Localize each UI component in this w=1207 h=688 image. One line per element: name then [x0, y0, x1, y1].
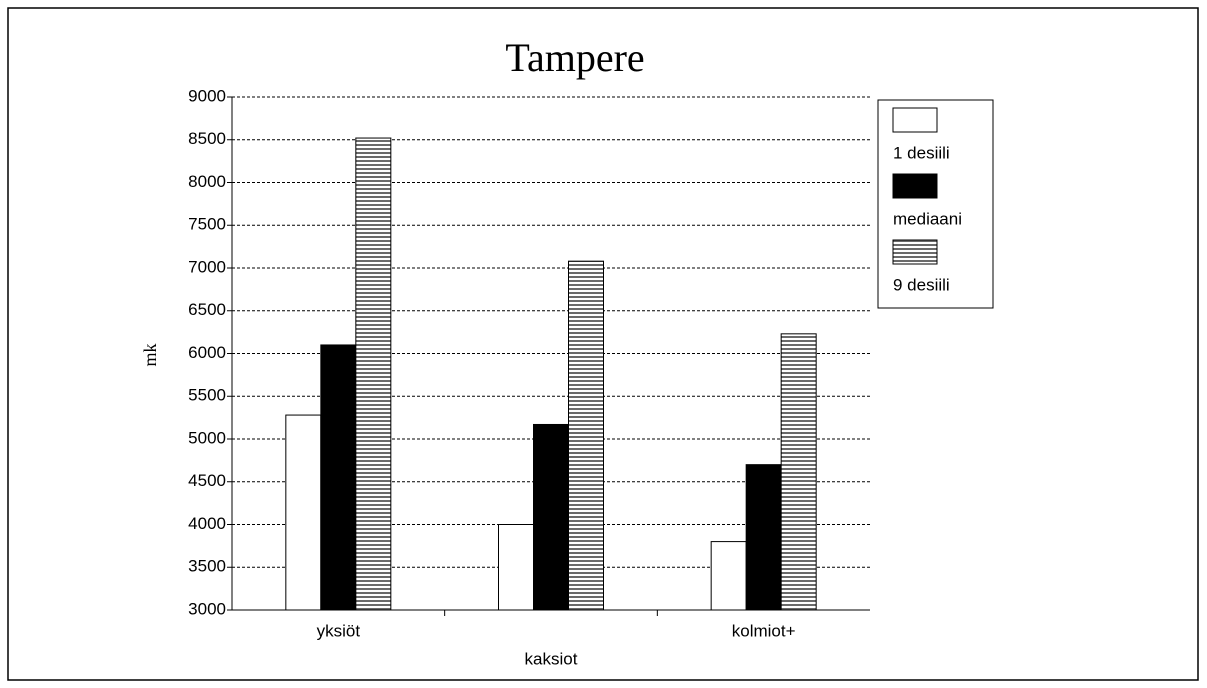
x-tick-label: kaksiot — [525, 649, 578, 668]
bar — [780, 333, 817, 611]
bar — [745, 464, 782, 611]
y-tick-label: 3500 — [188, 557, 226, 576]
legend-label: 9 desiili — [893, 275, 950, 294]
legend-swatch — [892, 173, 938, 199]
y-tick-label: 3000 — [188, 599, 226, 618]
bar — [498, 524, 534, 611]
frame — [7, 7, 1199, 681]
x-tick-label: kolmiot+ — [732, 621, 796, 640]
legend-box — [877, 99, 994, 309]
legend-label: 1 desiili — [893, 143, 950, 162]
x-tick-label: yksiöt — [317, 621, 361, 640]
y-tick-label: 9000 — [188, 86, 226, 105]
bar — [285, 414, 322, 611]
legend-label: mediaani — [893, 209, 962, 228]
y-tick-label: 8000 — [188, 172, 226, 191]
y-tick-label: 4500 — [188, 471, 226, 490]
y-tick-label: 8500 — [188, 129, 226, 148]
y-tick-label: 6000 — [188, 343, 226, 362]
bar — [320, 344, 357, 611]
y-tick-label: 5500 — [188, 386, 226, 405]
chart-title: Tampere — [505, 35, 644, 80]
y-axis-label: mk — [140, 343, 160, 366]
legend-swatch — [892, 239, 938, 265]
bar — [568, 260, 604, 611]
y-tick-label: 7000 — [188, 257, 226, 276]
y-tick-label: 5000 — [188, 428, 226, 447]
legend-swatch — [892, 107, 938, 133]
y-tick-label: 4000 — [188, 514, 226, 533]
bar — [710, 541, 747, 611]
bar — [533, 423, 569, 611]
y-tick-label: 7500 — [188, 215, 226, 234]
y-tick-label: 6500 — [188, 300, 226, 319]
bar — [355, 137, 392, 611]
